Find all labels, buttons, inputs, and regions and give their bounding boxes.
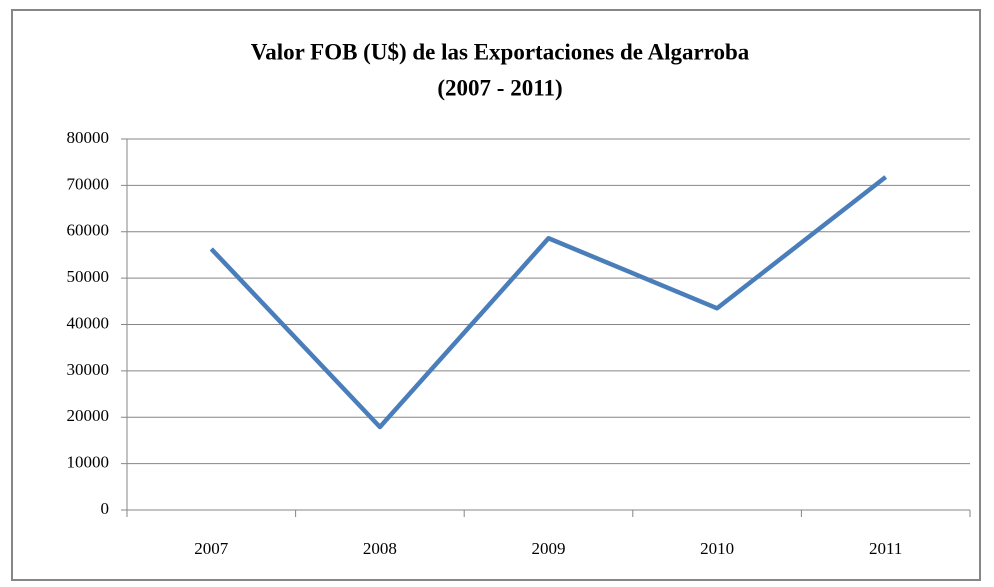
x-tick-label: 2010 bbox=[700, 539, 734, 558]
x-tick-label: 2007 bbox=[194, 539, 229, 558]
y-tick-label: 0 bbox=[101, 499, 110, 518]
y-tick-label: 80000 bbox=[67, 128, 110, 147]
chart-title: (2007 - 2011) bbox=[437, 75, 562, 100]
y-tick-label: 70000 bbox=[67, 174, 110, 193]
y-tick-label: 60000 bbox=[67, 221, 110, 240]
data-line bbox=[209, 175, 888, 430]
chart-title: Valor FOB (U$) de las Exportaciones de A… bbox=[251, 39, 750, 64]
y-tick-label: 10000 bbox=[67, 453, 110, 472]
x-tick-label: 2011 bbox=[869, 539, 902, 558]
x-tick-label: 2008 bbox=[363, 539, 397, 558]
y-tick-label: 30000 bbox=[67, 360, 110, 379]
x-tick-label: 2009 bbox=[532, 539, 566, 558]
y-tick-label: 40000 bbox=[67, 313, 110, 332]
y-tick-label: 50000 bbox=[67, 267, 110, 286]
y-tick-label: 20000 bbox=[67, 406, 110, 425]
